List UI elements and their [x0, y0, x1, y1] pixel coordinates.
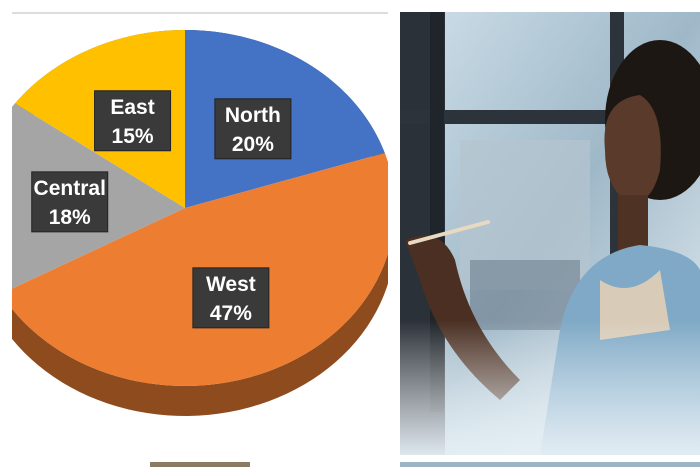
- label-box: [94, 90, 172, 152]
- strip: [400, 462, 700, 467]
- value-label: 20%: [232, 133, 274, 156]
- label-box: [31, 171, 109, 233]
- photo: [400, 12, 700, 455]
- label-box: [214, 98, 292, 160]
- value-label: 18%: [49, 206, 91, 229]
- category-label: East: [110, 96, 154, 119]
- category-label: West: [206, 273, 256, 296]
- pie-labels: North 20% West 47% Central 18% East 15%: [31, 90, 292, 329]
- label-box: [192, 267, 270, 329]
- strip: [150, 462, 250, 467]
- value-label: 47%: [210, 302, 252, 325]
- category-label: North: [225, 104, 281, 127]
- value-label: 15%: [112, 125, 154, 148]
- category-label: Central: [34, 177, 106, 200]
